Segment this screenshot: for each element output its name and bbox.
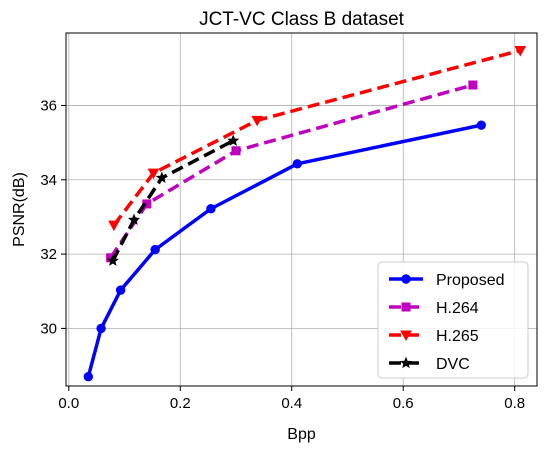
legend-item: Proposed [389,272,505,289]
legend-label: H.264 [436,300,479,317]
x-tick-label: 0.8 [504,395,525,412]
y-tick-label: 36 [40,97,57,114]
data-point [115,285,126,295]
x-tick-label: 0.4 [281,395,302,412]
series-h-265 [108,45,527,232]
series-layer [83,45,527,382]
plot-frame [65,32,538,387]
legend-label: H.265 [436,328,479,345]
data-point [147,168,160,180]
data-point [155,171,168,184]
x-tick-label: 0.0 [58,395,79,412]
grid [66,33,537,386]
y-tick-label: 30 [40,320,57,337]
data-point [399,356,413,369]
x-axis: 0.0 0.2 0.4 0.6 0.8 [58,386,525,412]
data-point [292,159,303,169]
series-line [112,48,521,227]
x-tick-label: 0.6 [393,395,414,412]
legend-label: DVC [436,356,470,373]
y-axis: 30 32 34 36 [40,97,66,337]
data-point [206,204,216,214]
data-point [401,274,411,284]
data-point [468,80,478,90]
data-point [106,254,119,266]
y-tick-label: 34 [40,172,57,189]
chart-title: JCT-VC Class B dataset [199,9,405,30]
series-line [109,83,474,259]
series-dvc [106,134,240,266]
y-tick-label: 32 [40,246,57,263]
data-point [96,323,106,334]
y-axis-label: PSNR(dB) [11,172,28,247]
legend-box [377,261,529,379]
data-point [400,330,412,342]
data-point [108,220,120,232]
series-line [111,139,235,262]
data-point [251,115,264,127]
data-point [83,372,93,382]
legend: Proposed H.264 H.265 DVC [377,261,529,379]
data-point [476,120,486,130]
legend-item: H.264 [389,300,479,317]
data-point [514,45,527,57]
x-tick-label: 0.2 [170,395,191,412]
legend-label: Proposed [436,272,505,289]
legend-item: H.265 [389,328,479,345]
data-point [231,146,241,156]
data-point [227,134,240,146]
series-proposed [83,120,486,382]
legend-item: DVC [389,356,470,373]
data-point [401,302,411,312]
data-point [150,244,160,255]
data-point [127,213,141,226]
x-axis-label: Bpp [287,426,316,443]
